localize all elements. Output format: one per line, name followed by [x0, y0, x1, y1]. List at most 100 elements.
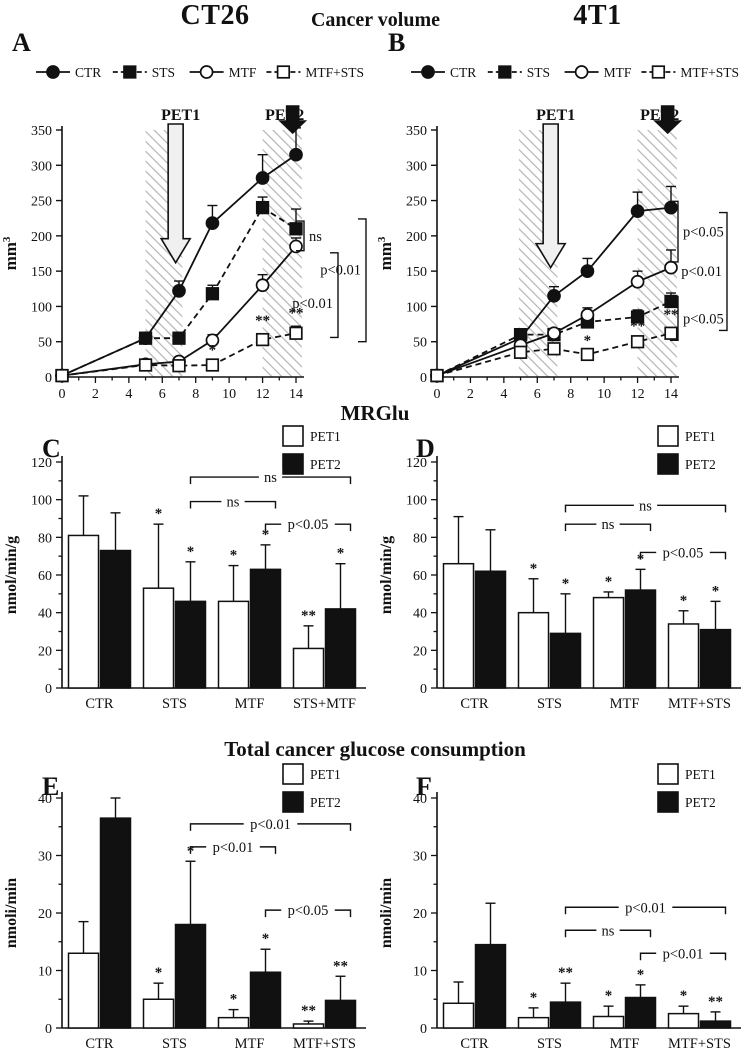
significance-star: * [155, 506, 163, 522]
bar-chart-ct26-mrglu: PET1 PET2 0 20 40 60 80 100 120 nmol/min/g CTR STS M… [0, 420, 375, 730]
pet1-label: PET1 [536, 107, 575, 124]
y-tick-label: 0 [45, 371, 52, 386]
y-tick-label: 20 [38, 644, 52, 659]
legend-swatch-PET1 [282, 425, 304, 447]
y-tick-label: 30 [413, 850, 427, 865]
significance-star: ** [301, 1003, 316, 1019]
series-PET1: * * * [442, 515, 700, 689]
legend: PET1 PET2 [657, 763, 716, 813]
category-label-CTR: CTR [85, 696, 114, 712]
category-label-CTR: CTR [85, 1036, 114, 1052]
panel-label-d: D [416, 434, 435, 463]
y-tick-label: 200 [406, 230, 427, 245]
y-tick-label: 100 [406, 300, 427, 315]
category-label-CTR: CTR [460, 696, 489, 712]
x-tick-label: 6 [534, 387, 541, 401]
significance-bracket [296, 220, 305, 252]
bar-MTF+STS-PET2 [699, 1020, 732, 1029]
data-point-MTF+STS [580, 347, 595, 362]
category-label-STS: STS [537, 696, 562, 712]
significance-star: ** [255, 313, 270, 329]
bar-MTF-PET1 [592, 1015, 625, 1029]
panel-label-b: B [388, 28, 406, 57]
data-point-MTF+STS [205, 358, 220, 372]
significance-label: p<0.01 [292, 296, 333, 312]
bar-STS-PET1 [142, 587, 175, 689]
category-label-STS: STS [162, 1036, 187, 1052]
legend-label-PET2: PET2 [310, 795, 341, 810]
significance-star: ** [558, 965, 573, 981]
significance-label: p<0.01 [625, 900, 666, 916]
significance-label: p<0.01 [213, 840, 254, 856]
y-tick-label: 40 [38, 607, 52, 622]
significance-star: * [584, 333, 592, 349]
bracket-label-bg [656, 945, 710, 961]
series-PET1: **** [67, 495, 325, 689]
significance-star: ** [708, 994, 723, 1010]
bar-chart-4t1-mrglu: PET1 PET2 0 20 40 60 80 100 120 nmol/min/g CTR STS M… [375, 420, 750, 730]
legend-marker-square-white [651, 65, 666, 79]
legend-item-CTR: CTR [411, 65, 476, 80]
y-tick-label: 0 [420, 371, 427, 386]
y-axis-title: nmol/min/g [3, 536, 20, 614]
legend-marker-circle-white [199, 65, 214, 79]
bar-STS-PET2 [174, 600, 207, 689]
bar-MTF+STS-PET1 [292, 1023, 325, 1029]
y-tick-label: 50 [38, 336, 52, 351]
y-tick-label: 350 [406, 124, 427, 139]
data-point-MTF [630, 274, 645, 289]
bar-CTR-PET1 [442, 1002, 475, 1029]
y-tick-label: 0 [420, 1022, 427, 1037]
x-tick-label: 0 [434, 387, 441, 401]
data-point-MTF [289, 239, 303, 254]
significance-label: ns [639, 498, 652, 514]
y-tick-label: 40 [413, 607, 427, 622]
y-axis-title: nmoli/min [378, 878, 395, 948]
pet2-arrow-icon [653, 105, 683, 135]
series-PET2: ** *** [474, 902, 732, 1029]
x-tick-label: 2 [92, 387, 99, 401]
x-tick-label: 10 [222, 387, 236, 401]
bar-CTR-PET1 [442, 562, 475, 689]
significance-bracket [358, 218, 367, 343]
category-label-MTF: MTF [610, 1036, 640, 1052]
legend-label-PET2: PET2 [685, 795, 716, 810]
bar-STS+MTF-PET2 [324, 608, 357, 689]
y-tick-label: 50 [413, 336, 427, 351]
figure-title-cancer-volume: Cancer volume [310, 9, 441, 31]
significance-bracket [330, 252, 339, 339]
legend-item-CTR: CTR [36, 65, 101, 80]
legend-label: STS [152, 65, 175, 80]
data-point-STS [289, 222, 303, 236]
data-point-CTR [289, 147, 303, 162]
x-tick-label: 14 [289, 387, 303, 401]
data-point-MTF+STS [430, 368, 444, 383]
category-label-MTF+STS: MTF+STS [668, 1036, 731, 1052]
line-chart-4t1-volume: CTR STS MTF MTF+STS PET1 PET2 0 50 100 150 200 250 3… [375, 56, 750, 402]
series-PET2: **** [99, 797, 357, 1029]
legend-label-PET2: PET2 [310, 457, 341, 472]
data-point-STS [138, 331, 153, 345]
legend-swatch-PET1 [657, 763, 679, 785]
x-tick-label: 4 [125, 387, 132, 401]
significance-star: * [337, 546, 345, 562]
x-tick-label: 0 [59, 387, 66, 401]
category-label-MTF: MTF [235, 1036, 265, 1052]
y-tick-label: 60 [38, 569, 52, 584]
significance-star: * [605, 988, 613, 1004]
column-title-ct26: CT26 [180, 0, 250, 31]
bracket-label-bg [206, 838, 260, 854]
data-point-MTF+STS [172, 359, 186, 373]
bar-CTR-PET2 [99, 549, 132, 689]
data-point-MTF+STS [255, 332, 270, 347]
significance-star: ** [289, 306, 304, 322]
data-point-MTF+STS [547, 342, 561, 356]
bar-MTF-PET2 [249, 971, 282, 1029]
bracket-label-bg [281, 902, 335, 918]
category-label-STS: STS [162, 696, 187, 712]
significance-label: p<0.01 [663, 946, 704, 962]
bar-MTF+STS-PET1 [667, 1012, 700, 1029]
y-tick-label: 30 [38, 850, 52, 865]
line-chart-ct26-volume: CTR STS MTF MTF+STS PET1 PET2 0 50 100 150 200 250 3… [0, 56, 375, 402]
bar-CTR-PET2 [474, 943, 507, 1029]
